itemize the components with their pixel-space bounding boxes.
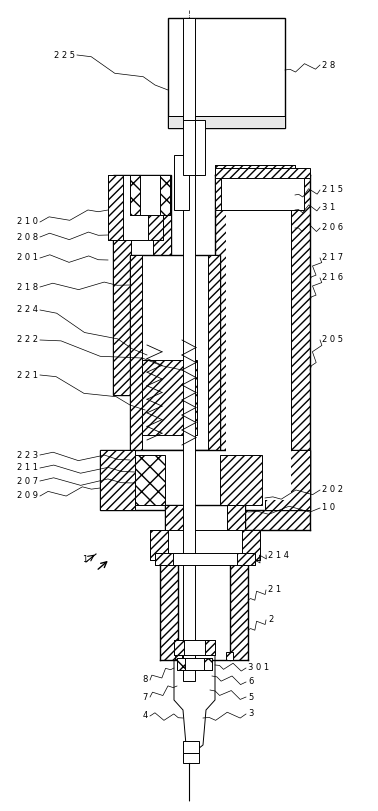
Bar [215,168,310,178]
Bar [100,450,135,510]
Text: 2 2 5: 2 2 5 [54,50,75,59]
Text: 2 2 3: 2 2 3 [17,450,38,460]
Bar [113,175,131,395]
Text: 2 8: 2 8 [322,61,335,70]
Bar [174,640,215,655]
Bar [183,120,195,175]
Bar [174,155,189,210]
Text: 5: 5 [248,693,253,702]
Bar [168,18,285,128]
Bar [160,175,170,215]
Polygon shape [174,655,215,753]
Text: 2 0 8: 2 0 8 [17,233,38,242]
Bar [204,658,212,670]
Bar [215,165,295,210]
Bar [195,120,205,175]
Bar [237,553,255,565]
Text: 2 0 9: 2 0 9 [17,491,38,500]
Bar [165,505,183,535]
Bar [175,652,182,660]
Bar [130,175,170,215]
Bar [177,658,212,670]
Bar [130,255,220,450]
Bar [183,753,199,763]
Bar [142,360,197,435]
Text: 3: 3 [248,710,253,719]
Text: 2: 2 [268,616,273,624]
Bar [226,652,233,660]
Text: 2 1 6: 2 1 6 [322,273,343,282]
Bar [220,455,262,505]
Text: 2 1 8: 2 1 8 [17,282,38,291]
Text: 2 1 1: 2 1 1 [17,464,38,473]
Bar [165,505,245,535]
Text: 2 1 5: 2 1 5 [322,186,343,195]
Text: 2 2 1: 2 2 1 [17,371,38,380]
Bar [108,175,163,240]
Text: 2 1 7: 2 1 7 [322,254,343,263]
Text: 6: 6 [248,677,253,686]
Bar [150,530,260,560]
Text: 4: 4 [143,711,148,720]
Bar [160,560,178,660]
Text: 7: 7 [143,693,148,702]
Text: 3 0 1: 3 0 1 [248,663,269,672]
Bar [148,200,163,240]
Text: 1 0: 1 0 [322,504,335,513]
Bar [183,741,199,753]
Text: 2 1: 2 1 [268,586,281,594]
Text: 3 1: 3 1 [322,203,335,212]
Bar [205,640,215,655]
Bar [100,450,310,510]
Bar [153,175,171,395]
Bar [155,553,255,565]
Text: 2 0 2: 2 0 2 [322,486,343,495]
Bar [130,175,140,215]
Text: 2 0 5: 2 0 5 [322,336,343,345]
Text: 8: 8 [143,676,148,684]
Bar [230,560,248,660]
Bar [108,175,123,240]
Bar [215,175,310,530]
Bar [226,210,291,500]
Bar [150,530,168,560]
Bar [221,175,304,210]
Text: 2 0 6: 2 0 6 [322,224,343,233]
Bar [174,640,184,655]
Bar [183,18,195,681]
Text: 2 2 4: 2 2 4 [17,306,38,315]
Bar [227,505,245,535]
Bar [177,658,185,670]
Text: 2 0 1: 2 0 1 [17,254,38,263]
Bar [168,116,285,128]
Text: 2 2 2: 2 2 2 [17,336,38,345]
Text: 2 1 0: 2 1 0 [17,217,38,226]
Bar [135,455,165,505]
Bar [215,165,295,175]
Text: 2 1 4: 2 1 4 [268,551,289,560]
Bar [113,175,171,395]
Bar [130,255,142,450]
Bar [208,255,220,450]
Text: 1: 1 [82,556,87,564]
Bar [242,530,260,560]
Text: 2 0 7: 2 0 7 [17,477,38,486]
Bar [155,553,173,565]
Bar [265,450,310,510]
